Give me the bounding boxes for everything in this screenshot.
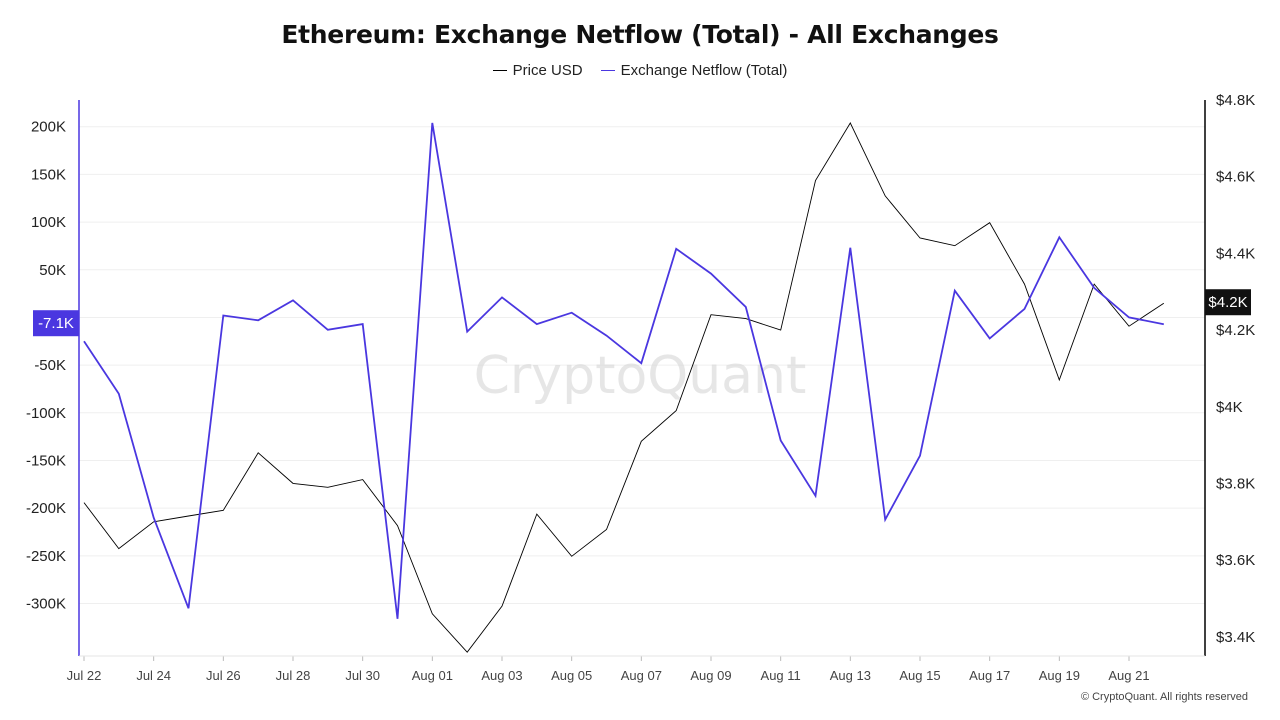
legend-label-netflow: Exchange Netflow (Total) bbox=[620, 62, 788, 79]
grid-layer bbox=[79, 126, 1205, 605]
x-tick-label: Aug 19 bbox=[1039, 668, 1080, 683]
y-right-tick-label: $3.4K bbox=[1216, 629, 1255, 646]
series-layer bbox=[83, 122, 1165, 653]
y-right-tick-label: $4.8K bbox=[1216, 92, 1255, 109]
x-tick-label: Aug 15 bbox=[899, 668, 940, 683]
price-current-badge bbox=[1205, 289, 1251, 316]
y-left-tick-label: 150K bbox=[31, 166, 66, 183]
x-tick-label: Aug 05 bbox=[551, 668, 592, 683]
x-tick-label: Aug 17 bbox=[969, 668, 1010, 683]
x-tick-label: Aug 07 bbox=[621, 668, 662, 683]
legend-item-price[interactable]: Price USD bbox=[492, 62, 583, 79]
price-current-badge-label: $4.2K bbox=[1208, 294, 1247, 311]
x-tick-label: Jul 24 bbox=[136, 668, 171, 683]
y-left-tick-label: -250K bbox=[26, 548, 66, 565]
chart-legend: Price USD Exchange Netflow (Total) bbox=[0, 62, 1280, 79]
x-tick-label: Aug 11 bbox=[761, 668, 801, 683]
copyright-notice: © CryptoQuant. All rights reserved bbox=[1080, 691, 1248, 703]
y-left-tick-label: -300K bbox=[26, 596, 66, 613]
y-left-tick-label: 100K bbox=[31, 214, 66, 231]
y-right-tick-label: $3.6K bbox=[1216, 552, 1255, 569]
x-tick-label: Aug 13 bbox=[830, 668, 871, 683]
x-tick-label: Aug 03 bbox=[481, 668, 522, 683]
y-left-tick-label: 200K bbox=[31, 119, 66, 136]
x-tick-label: Aug 21 bbox=[1108, 668, 1149, 683]
axis-layer: 200K 150K 100K 50K -50K -100K -150K -200K -250K -… bbox=[26, 92, 1255, 683]
y-right-tick-label: $4.6K bbox=[1216, 169, 1255, 186]
watermark-text: CryptoQuant bbox=[474, 346, 807, 406]
legend-label-price: Price USD bbox=[512, 62, 583, 79]
y-left-tick-label: -150K bbox=[26, 452, 66, 469]
y-left-tick-label: -100K bbox=[26, 405, 66, 422]
legend-swatch-price bbox=[492, 70, 507, 71]
legend-swatch-netflow bbox=[600, 70, 615, 71]
y-right-tick-label: $3.8K bbox=[1216, 475, 1255, 492]
x-tick-label: Jul 26 bbox=[206, 668, 241, 683]
netflow-current-badge bbox=[33, 310, 79, 337]
x-tick-label: Aug 01 bbox=[412, 668, 453, 683]
netflow-series-line bbox=[83, 122, 1164, 619]
y-right-tick-label: $4.4K bbox=[1216, 245, 1255, 262]
chart-title: Ethereum: Exchange Netflow (Total) - All… bbox=[281, 20, 999, 49]
x-tick-label: Jul 28 bbox=[276, 668, 311, 683]
legend-item-netflow[interactable]: Exchange Netflow (Total) bbox=[600, 62, 788, 79]
x-tick-label: Aug 09 bbox=[690, 668, 731, 683]
y-left-tick-label: -200K bbox=[26, 500, 66, 517]
badge-layer: $4.2K -7.1K bbox=[33, 289, 1251, 337]
y-right-tick-label: $4K bbox=[1216, 399, 1243, 416]
y-left-tick-label: -50K bbox=[34, 357, 66, 374]
x-tick-label: Jul 30 bbox=[345, 668, 380, 683]
price-series-line bbox=[83, 122, 1165, 653]
y-left-tick-label: 50K bbox=[39, 262, 66, 279]
netflow-current-badge-label: -7.1K bbox=[38, 315, 74, 332]
x-tick-label: Jul 22 bbox=[67, 668, 102, 683]
y-right-tick-label: $4.2K bbox=[1216, 322, 1255, 339]
